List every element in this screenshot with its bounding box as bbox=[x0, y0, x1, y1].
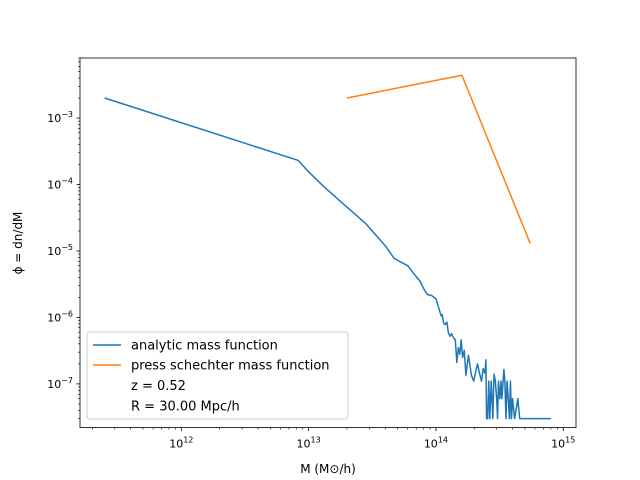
legend-label-radius: R = 30.00 Mpc/h bbox=[131, 400, 240, 415]
x-tick-label: 1014 bbox=[424, 436, 448, 451]
y-axis-label: ϕ = dn/dM bbox=[11, 212, 25, 275]
y-axis-ticks: 10−7 10−6 10−5 10−4 10−3 bbox=[47, 57, 80, 419]
y-tick-label: 10−6 bbox=[47, 309, 73, 324]
x-tick-label: 1015 bbox=[551, 436, 575, 451]
legend-label-analytic: analytic mass function bbox=[131, 339, 278, 354]
x-axis-label: M (M⊙/h) bbox=[300, 462, 356, 476]
y-tick-label: 10−7 bbox=[47, 376, 73, 391]
legend-label-press-schechter: press schechter mass function bbox=[131, 359, 330, 374]
y-tick-label: 10−3 bbox=[47, 110, 73, 125]
y-tick-label: 10−4 bbox=[47, 176, 73, 191]
legend-label-redshift: z = 0.52 bbox=[131, 379, 186, 394]
x-axis-ticks: 1012 1013 1014 1015 bbox=[92, 427, 575, 451]
series-line-press-schechter bbox=[346, 74, 531, 244]
plot-area bbox=[104, 74, 551, 420]
legend: analytic mass function press schechter m… bbox=[86, 331, 349, 420]
x-tick-label: 1013 bbox=[297, 436, 321, 451]
series-line-analytic bbox=[104, 97, 551, 420]
y-tick-label: 10−5 bbox=[47, 243, 73, 258]
x-tick-label: 1012 bbox=[169, 436, 193, 451]
legend-box bbox=[86, 331, 349, 420]
plot-frame bbox=[79, 57, 577, 429]
